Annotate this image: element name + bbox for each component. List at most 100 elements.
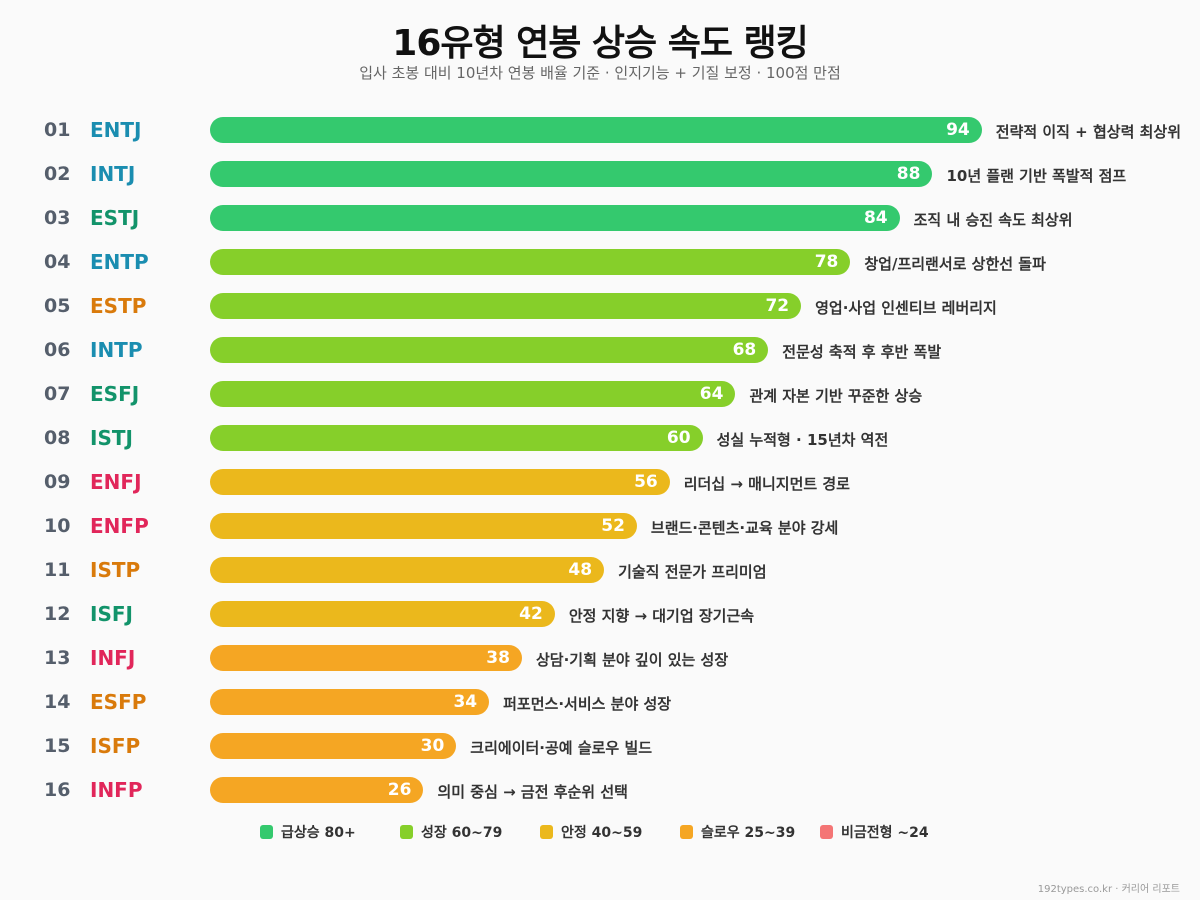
type-label: INTJ <box>90 162 136 186</box>
annotation: 기술직 전문가 프리미엄 <box>618 563 767 581</box>
annotation: 10년 플랜 기반 폭발적 점프 <box>946 167 1127 185</box>
footer: 192types.co.kr · 커리어 리포트 <box>1037 884 1180 895</box>
bar: 52 <box>210 513 637 539</box>
type-label: INFJ <box>90 646 136 670</box>
legend-swatch <box>260 825 273 839</box>
annotation: 브랜드·콘텐츠·교육 분야 강세 <box>650 519 839 537</box>
rank-label: 06 <box>44 339 71 361</box>
type-label: ISFP <box>90 734 141 758</box>
value-label: 56 <box>634 472 658 492</box>
annotation: 안정 지향 → 대기업 장기근속 <box>568 607 755 625</box>
legend-label: 비금전형 ~24 <box>841 825 929 841</box>
bar-row: 15 ISFP 30 크리에이터·공예 슬로우 빌드 <box>0 733 1200 759</box>
annotation: 영업·사업 인센티브 레버리지 <box>815 299 997 317</box>
legend-swatch <box>820 825 833 839</box>
legend-item: 슬로우 25~39 <box>680 822 795 842</box>
bar-row: 14 ESFP 34 퍼포먼스·서비스 분야 성장 <box>0 689 1200 715</box>
bar: 88 <box>210 161 933 187</box>
value-label: 26 <box>387 780 412 800</box>
bar: 72 <box>210 293 802 319</box>
legend-label: 슬로우 25~39 <box>701 825 796 841</box>
type-label: ISTJ <box>90 426 133 450</box>
rank-label: 08 <box>44 427 71 449</box>
annotation: 전문성 축적 후 후반 폭발 <box>782 343 942 361</box>
legend-item: 급상승 80+ <box>260 822 356 842</box>
type-label: ISTP <box>90 558 141 582</box>
value-label: 84 <box>863 208 888 228</box>
bar-row: 10 ENFP 52 브랜드·콘텐츠·교육 분야 강세 <box>0 513 1200 539</box>
type-label: ESTJ <box>90 206 140 230</box>
annotation: 의미 중심 → 금전 후순위 선택 <box>437 783 628 801</box>
bar: 56 <box>210 469 670 495</box>
bar: 30 <box>210 733 457 759</box>
type-label: ENFP <box>90 514 149 538</box>
bar-row: 16 INFP 26 의미 중심 → 금전 후순위 선택 <box>0 777 1200 803</box>
bar-row: 03 ESTJ 84 조직 내 승진 속도 최상위 <box>0 205 1200 231</box>
legend-item: 성장 60~79 <box>400 822 502 842</box>
value-label: 52 <box>601 516 625 536</box>
rank-label: 13 <box>44 647 71 669</box>
rank-label: 11 <box>44 559 71 581</box>
value-label: 72 <box>765 296 790 316</box>
chart-subtitle: 입사 초봉 대비 10년차 연봉 배율 기준 · 인지기능 + 기질 보정 · … <box>359 64 841 82</box>
annotation: 창업/프리랜서로 상한선 돌파 <box>864 255 1046 273</box>
annotation: 상담·기획 분야 깊이 있는 성장 <box>535 651 729 669</box>
bar-row: 04 ENTP 78 창업/프리랜서로 상한선 돌파 <box>0 249 1200 275</box>
rank-label: 04 <box>44 251 71 273</box>
bar-row: 11 ISTP 48 기술직 전문가 프리미엄 <box>0 557 1200 583</box>
legend-item: 비금전형 ~24 <box>820 822 929 842</box>
value-label: 38 <box>486 648 510 668</box>
bar-row: 12 ISFJ 42 안정 지향 → 대기업 장기근속 <box>0 601 1200 627</box>
annotation: 성실 누적형 · 15년차 역전 <box>716 431 889 449</box>
legend-swatch <box>400 825 413 839</box>
legend-label: 급상승 80+ <box>281 825 356 841</box>
rank-label: 12 <box>44 603 71 625</box>
value-label: 60 <box>666 428 691 448</box>
bar: 78 <box>210 249 851 275</box>
rank-label: 03 <box>44 207 71 229</box>
bar-row: 02 INTJ 88 10년 플랜 기반 폭발적 점프 <box>0 161 1200 187</box>
rank-label: 02 <box>44 163 71 185</box>
annotation: 크리에이터·공예 슬로우 빌드 <box>470 739 653 757</box>
value-label: 42 <box>519 604 543 624</box>
type-label: ENTJ <box>90 118 142 142</box>
bar-row: 13 INFJ 38 상담·기획 분야 깊이 있는 성장 <box>0 645 1200 671</box>
bar: 48 <box>210 557 605 583</box>
rank-label: 10 <box>44 515 71 537</box>
annotation: 전략적 이직 + 협상력 최상위 <box>995 123 1181 141</box>
type-label: ESFP <box>90 690 147 714</box>
type-label: INTP <box>90 338 143 362</box>
rank-label: 07 <box>44 383 71 405</box>
annotation: 퍼포먼스·서비스 분야 성장 <box>503 695 672 713</box>
value-label: 94 <box>946 120 970 140</box>
bar: 64 <box>210 381 736 407</box>
value-label: 78 <box>814 252 839 272</box>
bar: 42 <box>210 601 555 627</box>
legend-item: 안정 40~59 <box>540 822 642 842</box>
bar-row: 08 ISTJ 60 성실 누적형 · 15년차 역전 <box>0 425 1200 451</box>
bar: 60 <box>210 425 703 451</box>
value-label: 64 <box>699 384 724 404</box>
bar: 68 <box>210 337 769 363</box>
bar-row: 07 ESFJ 64 관계 자본 기반 꾸준한 상승 <box>0 381 1200 407</box>
type-label: ESFJ <box>90 382 140 406</box>
bar: 94 <box>210 117 982 143</box>
bar: 34 <box>210 689 490 715</box>
rank-label: 14 <box>44 691 71 713</box>
value-label: 88 <box>896 164 921 184</box>
bar-row: 01 ENTJ 94 전략적 이직 + 협상력 최상위 <box>0 117 1200 143</box>
bar: 26 <box>210 777 424 803</box>
rank-label: 01 <box>44 119 71 141</box>
legend-swatch <box>540 825 553 839</box>
type-label: ESTP <box>90 294 147 318</box>
rank-label: 16 <box>44 779 71 801</box>
bar: 84 <box>210 205 900 231</box>
rank-label: 09 <box>44 471 71 493</box>
bar-row: 06 INTP 68 전문성 축적 후 후반 폭발 <box>0 337 1200 363</box>
annotation: 리더십 → 매니지먼트 경로 <box>683 475 850 493</box>
chart-title: 16유형 연봉 상승 속도 랭킹 <box>392 23 808 64</box>
legend-swatch <box>680 825 693 839</box>
bar: 38 <box>210 645 522 671</box>
legend-label: 안정 40~59 <box>561 825 643 841</box>
